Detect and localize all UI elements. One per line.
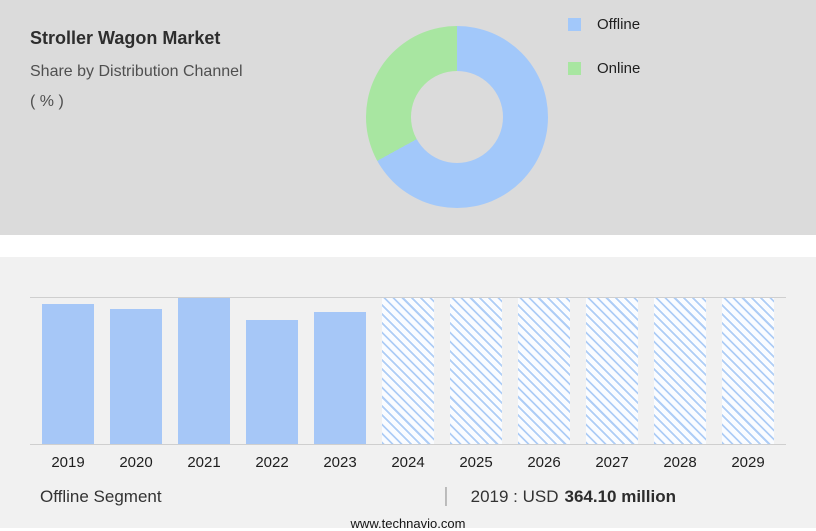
bar-column (450, 298, 502, 444)
bar-column (518, 298, 570, 444)
bar-2027 (586, 298, 638, 444)
legend-label-online: Online (597, 60, 641, 77)
x-axis-label: 2019 (51, 454, 85, 471)
x-axis-label: 2029 (731, 454, 765, 471)
x-axis-label: 2020 (119, 454, 153, 471)
legend-swatch-online-icon (568, 62, 581, 75)
market-value-prefix: 2019 : USD (470, 487, 559, 506)
bar-2023 (314, 311, 366, 444)
bar-2026 (518, 298, 570, 444)
title-block: Stroller Wagon Market Share by Distribut… (30, 28, 243, 111)
bar-2029 (722, 298, 774, 444)
bar-column (110, 298, 162, 444)
summary-section: Stroller Wagon Market Share by Distribut… (0, 0, 816, 235)
legend-label-offline: Offline (597, 16, 641, 33)
donut-legend: Offline Online (568, 16, 640, 104)
bar-column (654, 298, 706, 444)
bar-2021 (178, 298, 230, 444)
bar-column (382, 298, 434, 444)
donut-chart (366, 26, 548, 208)
bar-2025 (450, 298, 502, 444)
legend-swatch-offline-icon (568, 18, 581, 31)
bar-2028 (654, 298, 706, 444)
x-axis-label: 2025 (459, 454, 493, 471)
bar-column (586, 298, 638, 444)
separator-bar: | (443, 485, 449, 507)
caption-row: Offline Segment | 2019 : USD 364.10 milli… (40, 485, 776, 508)
website-url: www.technavio.com (350, 516, 466, 531)
x-axis-label: 2028 (663, 454, 697, 471)
value-group: | 2019 : USD 364.10 million (443, 485, 676, 508)
x-axis-label: 2024 (391, 454, 425, 471)
bar-column (42, 298, 94, 444)
x-axis-label: 2027 (595, 454, 629, 471)
bar-2020 (110, 308, 162, 444)
bar-chart-section: 2019 2020 2021 2022 2023 2024 2025 2026 2027 2028… (0, 257, 816, 531)
bar-chart-plot (30, 297, 786, 445)
x-axis-labels: 2019 2020 2021 2022 2023 2024 2025 2026 2027 2028… (30, 445, 786, 471)
chart-subtitle: Share by Distribution Channel (30, 63, 243, 80)
bar-column (246, 298, 298, 444)
market-value-amount: 364.10 million (564, 487, 677, 506)
x-axis-label: 2023 (323, 454, 357, 471)
bar-column (314, 298, 366, 444)
bar-2019 (42, 303, 94, 444)
x-axis-label: 2022 (255, 454, 289, 471)
legend-item-offline: Offline (568, 16, 640, 33)
bar-column (178, 298, 230, 444)
x-axis-label: 2026 (527, 454, 561, 471)
bar-2024 (382, 298, 434, 444)
legend-item-online: Online (568, 60, 640, 77)
bar-2022 (246, 319, 298, 444)
segment-label: Offline Segment (40, 487, 162, 506)
chart-unit-label: ( % ) (30, 93, 64, 110)
chart-title: Stroller Wagon Market (30, 28, 221, 48)
market-value: 2019 : USD 364.10 million (471, 487, 676, 507)
x-axis-label: 2021 (187, 454, 221, 471)
bar-column (722, 298, 774, 444)
